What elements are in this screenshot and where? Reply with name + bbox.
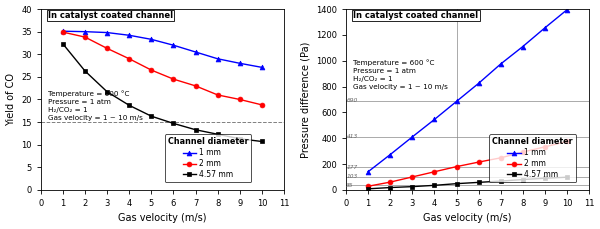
1 mm <box>192 51 199 53</box>
2 mm <box>453 165 460 168</box>
1 mm <box>170 44 177 46</box>
1 mm <box>236 62 244 65</box>
Y-axis label: Pressure difference (Pa): Pressure difference (Pa) <box>301 41 310 158</box>
1 mm <box>59 30 67 33</box>
Text: In catalyst coated channel: In catalyst coated channel <box>353 11 478 20</box>
2 mm <box>214 94 221 96</box>
1 mm <box>409 136 416 138</box>
1 mm <box>453 100 460 103</box>
Legend: 1 mm, 2 mm, 4.57 mm: 1 mm, 2 mm, 4.57 mm <box>490 134 576 182</box>
4.57 mm <box>453 182 460 185</box>
4.57 mm <box>519 178 526 181</box>
2 mm <box>386 181 394 183</box>
4.57 mm <box>214 133 221 136</box>
1 mm <box>475 82 482 85</box>
2 mm <box>82 36 89 38</box>
Text: 413: 413 <box>346 134 358 139</box>
2 mm <box>497 156 505 159</box>
2 mm <box>563 140 571 143</box>
Text: 690: 690 <box>346 98 358 103</box>
1 mm <box>541 26 548 29</box>
4.57 mm <box>563 176 571 179</box>
Text: 103: 103 <box>346 174 358 179</box>
1 mm <box>497 63 505 65</box>
4.57 mm <box>497 180 505 183</box>
4.57 mm <box>236 137 244 140</box>
4.57 mm <box>148 115 155 117</box>
2 mm <box>431 170 438 173</box>
Legend: 1 mm, 2 mm, 4.57 mm: 1 mm, 2 mm, 4.57 mm <box>164 134 251 182</box>
2 mm <box>258 104 265 106</box>
1 mm <box>214 57 221 60</box>
1 mm <box>563 8 571 11</box>
Line: 1 mm: 1 mm <box>365 7 569 174</box>
1 mm <box>519 45 526 48</box>
1 mm <box>386 153 394 156</box>
1 mm <box>125 34 133 37</box>
4.57 mm <box>59 43 67 45</box>
Text: Temperature = 600 °C
Pressure = 1 atm
H₂/CO₂ = 1
Gas velocity = 1 ~ 10 m/s: Temperature = 600 °C Pressure = 1 atm H₂… <box>48 90 143 121</box>
Line: 1 mm: 1 mm <box>61 29 265 70</box>
Text: Temperature = 600 °C
Pressure = 1 atm
H₂/CO₂ = 1
Gas velocity = 1 ~ 10 m/s: Temperature = 600 °C Pressure = 1 atm H₂… <box>353 60 448 90</box>
4.57 mm <box>386 186 394 189</box>
Line: 2 mm: 2 mm <box>61 30 265 107</box>
2 mm <box>59 31 67 33</box>
Line: 4.57 mm: 4.57 mm <box>61 41 265 144</box>
4.57 mm <box>125 104 133 107</box>
Line: 2 mm: 2 mm <box>365 139 569 189</box>
4.57 mm <box>409 185 416 188</box>
Line: 4.57 mm: 4.57 mm <box>365 175 569 191</box>
1 mm <box>364 170 371 173</box>
4.57 mm <box>364 188 371 190</box>
4.57 mm <box>541 177 548 180</box>
4.57 mm <box>258 140 265 143</box>
2 mm <box>170 78 177 80</box>
2 mm <box>519 151 526 153</box>
1 mm <box>148 38 155 41</box>
2 mm <box>541 145 548 148</box>
2 mm <box>364 185 371 188</box>
Text: 177: 177 <box>346 164 358 169</box>
1 mm <box>431 118 438 121</box>
1 mm <box>82 30 89 33</box>
1 mm <box>104 31 111 34</box>
4.57 mm <box>104 90 111 93</box>
Text: 35: 35 <box>346 183 354 188</box>
Y-axis label: Yield of CO: Yield of CO <box>5 73 16 126</box>
2 mm <box>475 161 482 164</box>
2 mm <box>192 85 199 87</box>
1 mm <box>258 66 265 69</box>
2 mm <box>236 98 244 101</box>
X-axis label: Gas velocity (m/s): Gas velocity (m/s) <box>424 213 512 224</box>
4.57 mm <box>170 122 177 125</box>
2 mm <box>125 57 133 60</box>
2 mm <box>409 176 416 178</box>
2 mm <box>104 47 111 50</box>
4.57 mm <box>82 70 89 72</box>
Text: In catalyst coated channel: In catalyst coated channel <box>48 11 173 20</box>
4.57 mm <box>475 181 482 184</box>
2 mm <box>148 69 155 71</box>
4.57 mm <box>431 184 438 187</box>
X-axis label: Gas velocity (m/s): Gas velocity (m/s) <box>118 213 206 224</box>
4.57 mm <box>192 128 199 131</box>
